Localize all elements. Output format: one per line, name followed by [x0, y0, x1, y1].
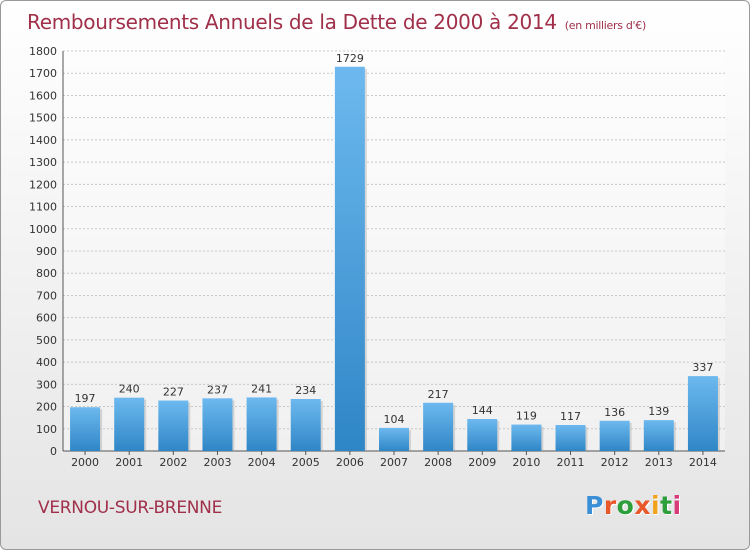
x-tick-label: 2002: [159, 456, 187, 469]
y-tick-label: 500: [36, 334, 57, 347]
bar: [246, 397, 277, 451]
y-tick-label: 1800: [29, 45, 57, 58]
logo-letter: r: [603, 491, 617, 520]
bar: [70, 407, 101, 451]
x-tick-label: 2013: [645, 456, 673, 469]
proxiti-logo: Proxiti: [585, 491, 682, 520]
logo-letter: x: [634, 491, 651, 520]
x-tick-label: 2010: [512, 456, 540, 469]
logo-letter: P: [585, 491, 604, 520]
y-tick-label: 400: [36, 356, 57, 369]
chart-subtitle: (en milliers d'€): [564, 19, 646, 32]
x-tick-label: 2000: [71, 456, 99, 469]
title-text: Remboursements Annuels de la Dette de 20…: [27, 10, 557, 34]
x-tick-label: 2014: [689, 456, 717, 469]
y-tick-label: 1000: [29, 223, 57, 236]
x-tick-label: 2012: [601, 456, 629, 469]
y-tick-label: 800: [36, 267, 57, 280]
y-tick-label: 700: [36, 289, 57, 302]
x-tick-label: 2009: [468, 456, 496, 469]
bar: [158, 400, 189, 451]
bar: [511, 424, 542, 451]
bar: [334, 66, 365, 452]
logo-letter: t: [660, 491, 673, 520]
bar-value-label: 119: [516, 410, 537, 423]
x-tick-label: 2004: [248, 456, 276, 469]
logo-letter: o: [616, 491, 635, 520]
bar: [467, 419, 498, 451]
bar: [114, 397, 145, 451]
bar: [379, 427, 409, 451]
bar-value-label: 139: [648, 405, 669, 418]
bar-value-label: 241: [251, 382, 272, 395]
y-tick-label: 0: [50, 445, 57, 458]
bar-value-label: 337: [692, 361, 713, 374]
y-tick-label: 1500: [29, 112, 57, 125]
x-tick-label: 2008: [424, 456, 452, 469]
x-tick-label: 2003: [203, 456, 231, 469]
bar-value-label: 197: [75, 392, 96, 405]
bar-value-label: 1729: [336, 52, 364, 65]
y-tick-label: 1600: [29, 89, 57, 102]
bar-value-label: 104: [384, 413, 405, 426]
bar-value-label: 117: [560, 410, 581, 423]
bar: [687, 376, 718, 451]
y-tick-label: 1300: [29, 156, 57, 169]
bar: [423, 402, 454, 451]
y-tick-label: 300: [36, 378, 57, 391]
bar: [599, 420, 630, 451]
commune-name: VERNOU-SUR-BRENNE: [38, 498, 223, 518]
y-tick-label: 200: [36, 401, 57, 414]
y-tick-label: 1700: [29, 67, 57, 80]
bar: [555, 425, 586, 451]
bar-value-label: 227: [163, 386, 184, 399]
bar-value-label: 136: [604, 406, 625, 419]
y-tick-label: 1100: [29, 201, 57, 214]
bar-value-label: 240: [119, 383, 140, 396]
plot-area: [63, 51, 725, 451]
bar-value-label: 237: [207, 383, 228, 396]
bar: [202, 398, 233, 451]
x-tick-label: 2005: [292, 456, 320, 469]
x-tick-label: 2007: [380, 456, 408, 469]
y-tick-label: 1200: [29, 178, 57, 191]
logo-letter: i: [651, 491, 661, 520]
y-tick-label: 100: [36, 423, 57, 436]
bar-value-label: 217: [428, 388, 449, 401]
y-tick-label: 600: [36, 312, 57, 325]
bar: [643, 420, 674, 451]
bar-value-label: 144: [472, 404, 493, 417]
y-tick-label: 1400: [29, 134, 57, 147]
logo-letter: i: [672, 491, 682, 520]
chart-title: Remboursements Annuels de la Dette de 20…: [27, 10, 646, 34]
bar-value-label: 234: [295, 384, 316, 397]
bar: [290, 399, 321, 451]
y-tick-label: 900: [36, 245, 57, 258]
x-tick-label: 2001: [115, 456, 143, 469]
x-tick-label: 2011: [557, 456, 585, 469]
x-tick-label: 2006: [336, 456, 364, 469]
